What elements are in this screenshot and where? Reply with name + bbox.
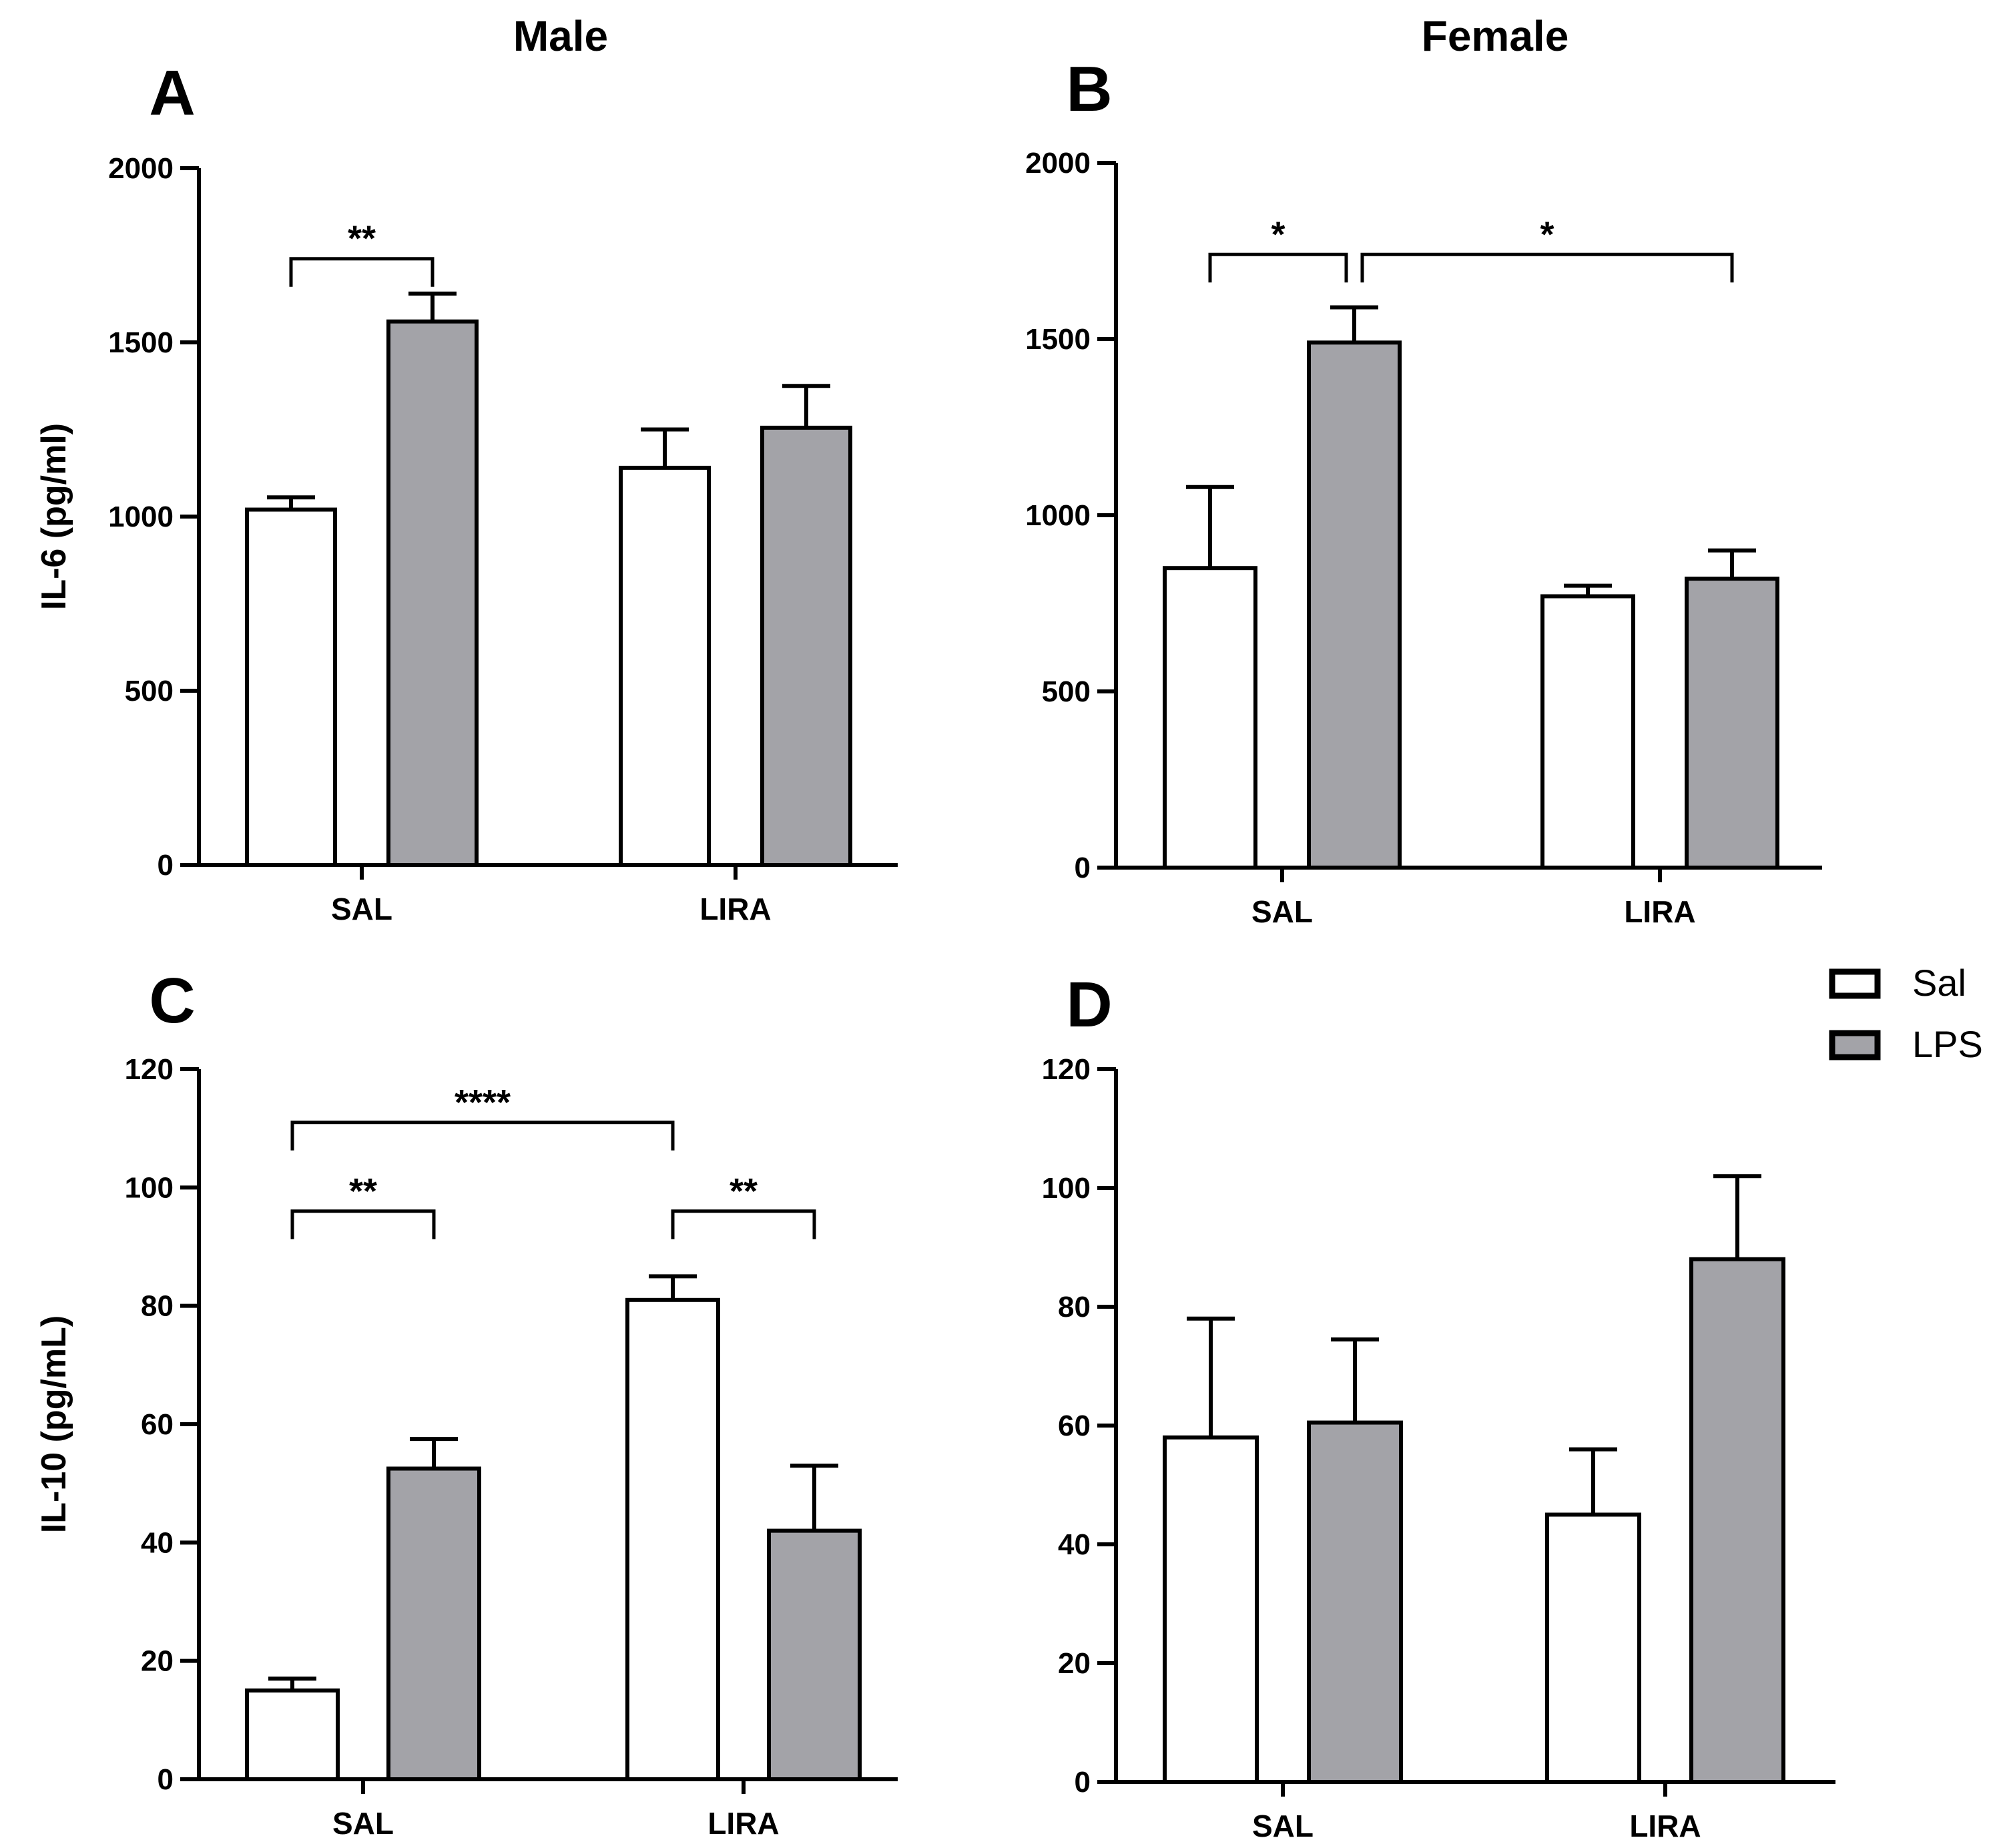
y-tick-label: 500 bbox=[1042, 675, 1091, 708]
y-tick-label: 0 bbox=[1075, 852, 1091, 884]
significance-label: * bbox=[1271, 214, 1285, 254]
legend-swatch bbox=[1829, 1030, 1881, 1060]
x-category-label: LIRA bbox=[1629, 1809, 1701, 1843]
bar-sal-lira bbox=[1540, 594, 1635, 870]
panel-letter: B bbox=[1066, 53, 1112, 125]
bar-lps-lira bbox=[760, 425, 852, 867]
x-category-label: SAL bbox=[332, 1806, 394, 1841]
legend-item-sal: Sal bbox=[1829, 962, 1966, 1004]
legend-item-lps: LPS bbox=[1829, 1023, 1983, 1065]
y-tick-label: 100 bbox=[1042, 1172, 1091, 1205]
significance-label: ** bbox=[348, 219, 376, 259]
bar-lps-lira bbox=[767, 1528, 862, 1782]
bar-sal-lira bbox=[1545, 1512, 1641, 1784]
bar-sal-sal bbox=[245, 1688, 340, 1781]
y-tick-label: 1000 bbox=[108, 501, 174, 533]
bar-sal-lira bbox=[619, 465, 711, 867]
y-tick-label: 80 bbox=[1058, 1291, 1091, 1323]
y-tick-label: 100 bbox=[125, 1171, 174, 1204]
bar-lps-sal bbox=[386, 1466, 481, 1781]
y-tick-label: 1500 bbox=[108, 326, 174, 359]
panel-letter: A bbox=[149, 57, 195, 129]
bar-sal-lira bbox=[625, 1297, 720, 1782]
x-category-label: LIRA bbox=[699, 892, 771, 926]
bar-sal-sal bbox=[1163, 566, 1257, 870]
bar-sal-sal bbox=[245, 507, 337, 867]
y-tick-label: 20 bbox=[141, 1645, 174, 1678]
y-tick-label: 0 bbox=[158, 1763, 174, 1796]
significance-label: **** bbox=[455, 1083, 511, 1123]
significance-label: ** bbox=[349, 1171, 377, 1211]
y-tick-label: 0 bbox=[1075, 1766, 1091, 1799]
y-tick-label: 40 bbox=[141, 1526, 174, 1559]
y-axis-label: IL-10 (pg/mL) bbox=[35, 1315, 73, 1533]
significance-bracket: **** bbox=[290, 1083, 675, 1151]
y-tick-label: 500 bbox=[125, 675, 174, 707]
y-tick-label: 80 bbox=[141, 1290, 174, 1323]
bar-lps-lira bbox=[1689, 1257, 1785, 1785]
bar-lps-sal bbox=[386, 319, 479, 867]
legend-label: LPS bbox=[1912, 1023, 1983, 1065]
panel-d: D 0 20 40 60 80 100 120 SAL LIRA bbox=[1042, 969, 1835, 1843]
legend-swatch bbox=[1829, 968, 1881, 999]
y-tick-label: 120 bbox=[125, 1053, 174, 1086]
x-category-label: SAL bbox=[331, 892, 392, 926]
panel-letter: C bbox=[149, 965, 195, 1036]
y-tick-label: 1500 bbox=[1025, 323, 1091, 356]
bar-lps-sal bbox=[1307, 340, 1402, 870]
y-tick-label: 0 bbox=[158, 849, 174, 882]
y-tick-label: 2000 bbox=[1025, 147, 1091, 180]
y-tick-label: 40 bbox=[1058, 1528, 1091, 1561]
significance-label: ** bbox=[730, 1171, 758, 1211]
panel-letter: D bbox=[1066, 969, 1112, 1040]
significance-bracket: ** bbox=[289, 219, 435, 287]
legend-label: Sal bbox=[1912, 962, 1966, 1004]
x-category-label: LIRA bbox=[707, 1806, 779, 1841]
significance-bracket: ** bbox=[290, 1171, 436, 1239]
y-axis-label: IL-6 (pg/ml) bbox=[35, 423, 73, 610]
y-tick-label: 120 bbox=[1042, 1053, 1091, 1086]
column-title-male: Male bbox=[513, 12, 608, 60]
y-tick-label: 60 bbox=[141, 1408, 174, 1441]
bar-lps-sal bbox=[1307, 1420, 1403, 1785]
column-title-female: Female bbox=[1422, 12, 1569, 60]
bar-sal-sal bbox=[1163, 1435, 1259, 1785]
bar-lps-lira bbox=[1685, 577, 1779, 870]
significance-bracket: * bbox=[1208, 214, 1348, 283]
y-tick-label: 60 bbox=[1058, 1410, 1091, 1442]
panel-b: B 0 500 1000 1500 2000 SAL LIRA * * bbox=[1025, 53, 1822, 929]
x-category-label: SAL bbox=[1252, 1809, 1314, 1843]
x-category-label: SAL bbox=[1251, 894, 1313, 929]
panel-a: A IL-6 (pg/ml) 0 500 1000 1500 2000 SAL LIRA ** bbox=[35, 57, 898, 926]
y-tick-label: 1000 bbox=[1025, 499, 1091, 532]
y-tick-label: 2000 bbox=[108, 152, 174, 185]
x-category-label: LIRA bbox=[1624, 894, 1695, 929]
legend: Sal LPS bbox=[1829, 962, 1983, 1065]
significance-label: * bbox=[1540, 214, 1554, 254]
y-tick-label: 20 bbox=[1058, 1647, 1091, 1680]
significance-bracket: * bbox=[1360, 214, 1734, 283]
significance-bracket: ** bbox=[671, 1171, 816, 1239]
